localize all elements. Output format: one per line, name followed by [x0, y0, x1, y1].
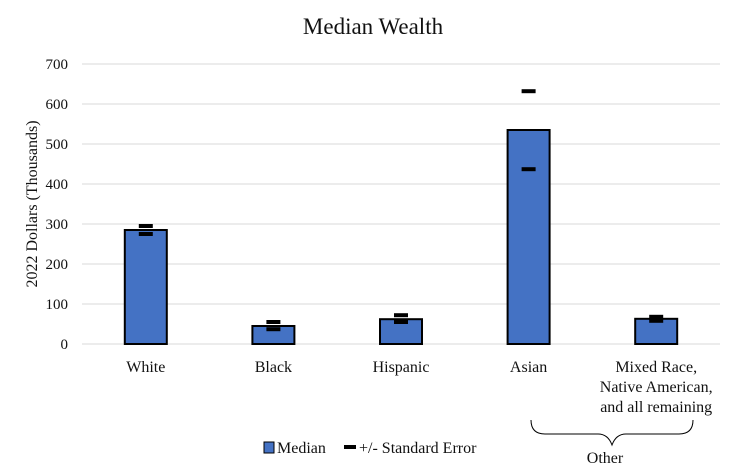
bar-3	[506, 129, 551, 345]
y-axis-ticks: 0 100 200 300 400 500 600 700	[46, 57, 69, 353]
bar-0	[123, 229, 168, 345]
other-group-label: Other	[587, 450, 624, 467]
category-label: Hispanic	[373, 359, 430, 376]
category-label: Black	[255, 359, 292, 376]
y-tick-label: 600	[46, 97, 69, 113]
category-label: Native American,	[600, 379, 713, 396]
chart-title: Median Wealth	[303, 14, 444, 39]
y-tick-label: 400	[46, 177, 69, 193]
y-tick-label: 200	[46, 257, 69, 273]
y-tick-label: 300	[46, 217, 69, 233]
bar-1	[251, 325, 296, 345]
legend-median-swatch	[263, 441, 275, 454]
x-axis-category-labels: White Black Hispanic Asian Mixed Race, Native…	[126, 359, 712, 416]
legend-median-label: Median	[277, 440, 326, 457]
y-tick-label: 0	[61, 337, 69, 353]
bars	[123, 129, 679, 346]
category-label: Asian	[510, 359, 547, 376]
gridlines	[82, 63, 720, 345]
other-brace	[530, 419, 694, 447]
legend: Median +/- Standard Error	[263, 440, 477, 457]
bar-4	[634, 317, 679, 345]
y-tick-label: 100	[46, 297, 69, 313]
category-label: and all remaining	[600, 399, 712, 416]
category-label: White	[126, 359, 165, 376]
y-axis-label: 2022 Dollars (Thousands)	[24, 120, 41, 287]
category-label: Mixed Race,	[615, 359, 697, 376]
y-tick-label: 700	[46, 57, 69, 73]
other-group-annotation: Other	[530, 419, 694, 467]
error-markers	[138, 89, 664, 332]
legend-stderr-label: +/- Standard Error	[359, 440, 477, 457]
y-tick-label: 500	[46, 137, 69, 153]
